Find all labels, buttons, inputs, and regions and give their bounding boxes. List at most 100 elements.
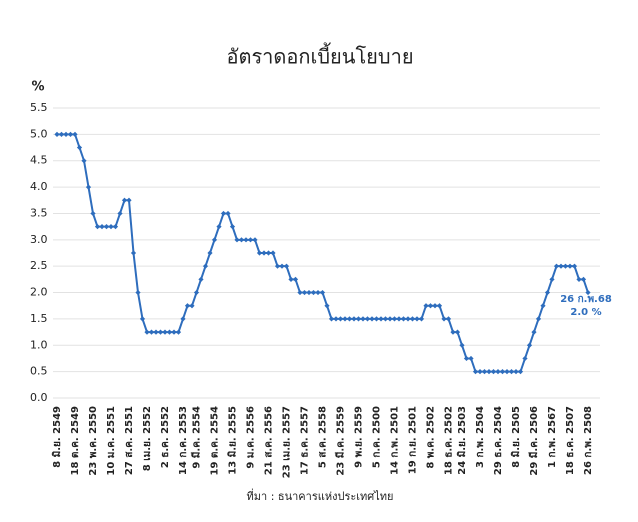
data-point: [94, 224, 101, 230]
data-point: [571, 263, 578, 269]
x-tick-label: 9 มี.ค. 2554: [191, 406, 203, 469]
x-tick-label: 13 มิ.ย. 2555: [227, 406, 239, 475]
data-point: [378, 316, 384, 322]
data-point: [283, 263, 290, 269]
y-tick-label: 4.0: [30, 180, 48, 193]
data-point: [288, 276, 294, 282]
x-tick-label: 5 ส.ค. 2558: [318, 406, 329, 468]
data-point: [508, 369, 515, 375]
x-tick-label: 19 ต.ค. 2554: [210, 406, 221, 476]
data-point: [193, 289, 200, 296]
data-point: [162, 329, 168, 335]
data-point: [252, 237, 258, 243]
x-tick-label: 18 ต.ค. 2549: [70, 406, 81, 476]
x-tick-label: 26 ก.พ. 2508: [583, 406, 594, 475]
y-tick-label: 0.0: [30, 391, 48, 404]
x-tick-label: 5 ก.ค. 2500: [372, 406, 383, 468]
data-point: [333, 316, 339, 322]
x-tick-label: 3 ก.พ. 2504: [475, 406, 486, 468]
data-point: [346, 316, 353, 322]
x-tick-label: 9 พ.ย. 2559: [354, 406, 365, 468]
data-point: [360, 316, 366, 322]
data-point: [472, 369, 479, 375]
data-point: [139, 316, 146, 322]
y-tick-label: 3.5: [30, 206, 48, 219]
x-tick-label: 23 เม.ย. 2557: [282, 406, 293, 478]
x-tick-label: 21 ส.ค. 2556: [264, 406, 275, 475]
x-tick-label: 23 พ.ค. 2550: [88, 406, 99, 476]
data-point: [369, 316, 375, 322]
data-point: [90, 210, 96, 217]
data-point: [220, 210, 227, 217]
data-point: [184, 303, 191, 309]
data-point: [175, 329, 182, 335]
data-point: [553, 263, 560, 269]
y-tick-label: 5.0: [30, 127, 48, 140]
data-point: [279, 263, 285, 269]
data-point: [274, 263, 281, 269]
data-point: [414, 316, 420, 322]
x-tick-label: 1 ก.พ. 2567: [547, 406, 558, 468]
data-point: [67, 131, 74, 137]
data-point: [306, 289, 312, 296]
data-point: [517, 369, 524, 375]
data-point: [144, 329, 150, 335]
y-tick-label: 3.0: [30, 233, 48, 246]
data-point: [54, 131, 60, 137]
data-point: [391, 316, 398, 322]
data-point: [243, 237, 249, 243]
x-tick-label: 10 ม.ค. 2551: [106, 406, 117, 476]
y-tick-label: 0.5: [30, 365, 48, 378]
data-point: [297, 289, 303, 296]
data-point: [540, 303, 546, 309]
annotation: 26 ก.พ.68: [560, 294, 612, 305]
data-point: [81, 158, 87, 164]
data-point: [270, 250, 276, 256]
data-point: [477, 369, 483, 375]
data-point: [216, 224, 222, 230]
data-point: [234, 237, 240, 243]
data-point: [513, 369, 519, 375]
y-tick-label: 4.5: [30, 154, 48, 167]
data-point: [126, 197, 132, 203]
data-point: [468, 355, 474, 362]
data-point: [481, 369, 488, 375]
data-point: [207, 250, 213, 256]
data-point: [495, 369, 501, 375]
x-tick-label: 8 มิ.ย. 2549: [51, 406, 63, 468]
data-point: [265, 250, 272, 256]
data-point: [148, 329, 155, 335]
data-point: [292, 276, 299, 282]
data-point: [153, 329, 159, 335]
data-point: [121, 197, 128, 203]
y-tick-label: 2.5: [30, 259, 48, 272]
data-point: [238, 237, 245, 243]
data-point: [355, 316, 362, 322]
x-tick-label: 2 ธ.ค. 2552: [160, 406, 171, 468]
x-tick-label: 14 ก.พ. 2501: [390, 406, 401, 475]
data-point: [535, 316, 542, 322]
chart-title: อัตราดอกเบี้ยนโยบาย: [226, 43, 413, 69]
data-point: [324, 303, 330, 309]
data-point: [382, 316, 389, 322]
data-point: [72, 131, 78, 137]
data-point: [526, 342, 533, 348]
x-tick-label: 24 มิ.ย. 2503: [456, 406, 468, 475]
data-point: [580, 276, 587, 282]
y-tick-label: 2.0: [30, 286, 48, 299]
data-point: [409, 316, 416, 322]
data-point: [166, 329, 173, 335]
source-note: ที่มา : ธนาคารแห่งประเทศไทย: [247, 488, 394, 503]
data-point: [301, 289, 308, 296]
data-point: [490, 369, 497, 375]
x-tick-label: 18 ธ.ค. 2507: [565, 406, 576, 475]
x-tick-label: 14 ก.ค. 2553: [178, 406, 189, 475]
data-point: [459, 342, 465, 348]
data-point: [396, 316, 402, 322]
data-point: [310, 289, 317, 296]
data-point: [112, 224, 119, 230]
data-point: [549, 276, 555, 282]
data-point: [202, 263, 209, 269]
data-point: [405, 316, 411, 322]
